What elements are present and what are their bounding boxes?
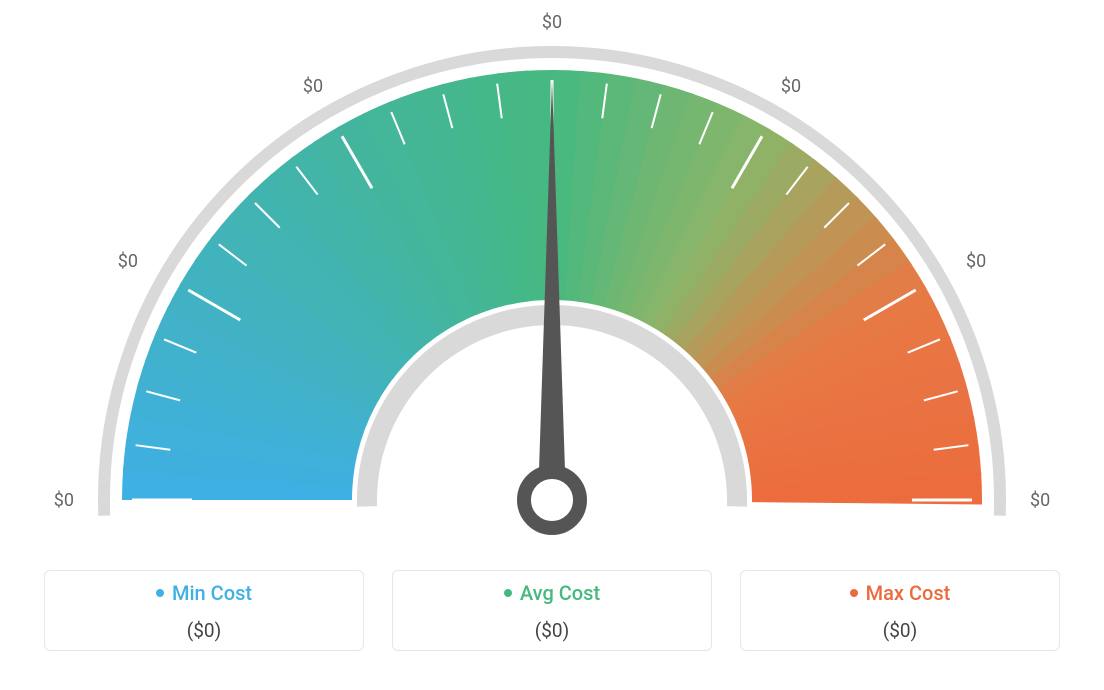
- legend-dot-icon: [156, 589, 164, 597]
- legend-value: ($0): [741, 619, 1059, 642]
- legend-label-text: Max Cost: [866, 581, 951, 605]
- tick-label: $0: [966, 251, 986, 272]
- legend-row: Min Cost ($0) Avg Cost ($0) Max Cost ($0): [0, 570, 1104, 651]
- legend-label: Avg Cost: [504, 581, 600, 605]
- gauge-svg: $0 $0 $0 $0 $0 $0 $0: [0, 0, 1104, 560]
- needle-hub: [524, 472, 580, 528]
- legend-box-min: Min Cost ($0): [44, 570, 364, 651]
- legend-label-text: Min Cost: [172, 581, 252, 605]
- tick-label: $0: [542, 12, 562, 33]
- tick-label: $0: [303, 76, 323, 97]
- legend-box-max: Max Cost ($0): [740, 570, 1060, 651]
- tick-label: $0: [781, 76, 801, 97]
- tick-label: $0: [1030, 490, 1050, 511]
- legend-value: ($0): [393, 619, 711, 642]
- legend-dot-icon: [850, 589, 858, 597]
- legend-box-avg: Avg Cost ($0): [392, 570, 712, 651]
- legend-dot-icon: [504, 589, 512, 597]
- tick-label: $0: [118, 251, 138, 272]
- legend-label: Min Cost: [156, 581, 252, 605]
- legend-label-text: Avg Cost: [520, 581, 600, 605]
- legend-value: ($0): [45, 619, 363, 642]
- tick-label: $0: [54, 490, 74, 511]
- gauge-chart-container: $0$0$0$0$0$0$0 Min Cost($0)Avg Cost($0)M…: [0, 0, 1104, 690]
- legend-label: Max Cost: [850, 581, 951, 605]
